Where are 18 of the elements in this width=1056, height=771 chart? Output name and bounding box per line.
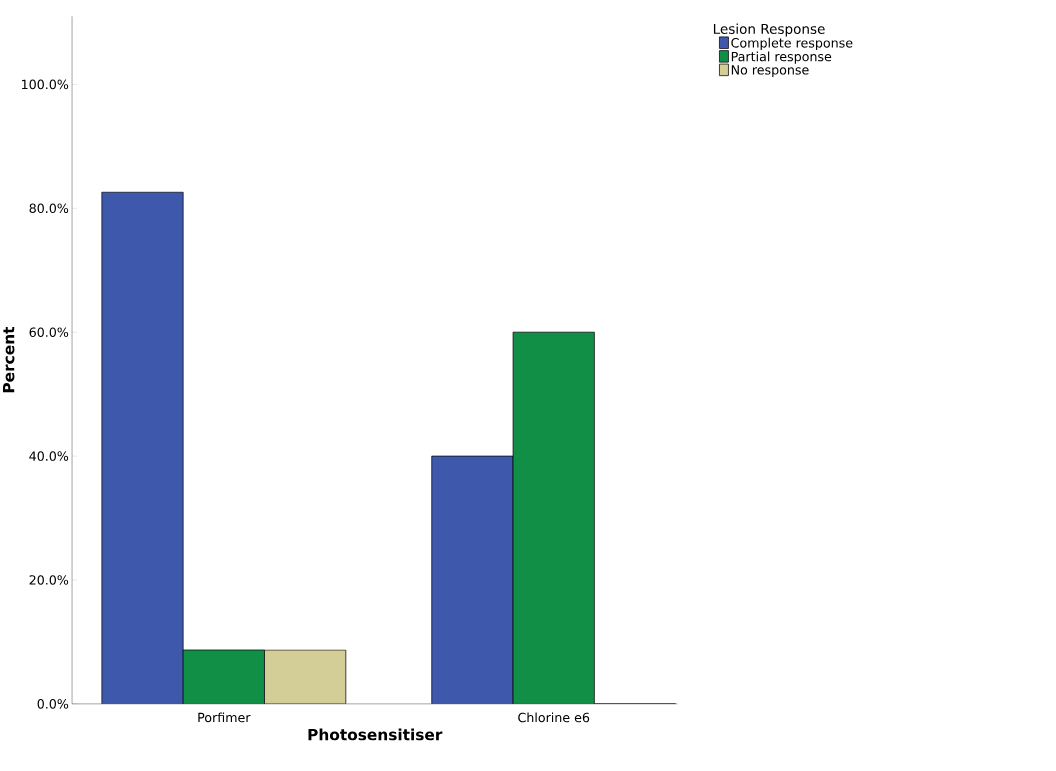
legend-label: Partial response xyxy=(731,51,832,64)
y-tick-label: 0.0% xyxy=(37,699,69,709)
legend-label: No response xyxy=(731,65,809,78)
bar xyxy=(431,455,514,704)
y-axis-title: Percent xyxy=(3,327,15,393)
x-axis-title: Photosensitiser xyxy=(308,728,443,741)
legend-label: Complete response xyxy=(731,37,853,51)
bar xyxy=(101,192,184,704)
y-tick-label: 20.0% xyxy=(29,575,69,585)
y-tick-label: 80.0% xyxy=(29,203,69,214)
x-tick-label: Chlorine e6 xyxy=(518,712,590,723)
legend-title: Lesion Response xyxy=(713,23,825,37)
y-tick-label: 40.0% xyxy=(29,451,69,461)
bar xyxy=(183,650,265,704)
y-tick-label: 60.0% xyxy=(29,327,69,338)
x-tick-label: Porfimer xyxy=(198,712,251,723)
y-tick-label: 100.0% xyxy=(22,79,69,90)
bar xyxy=(512,331,595,704)
